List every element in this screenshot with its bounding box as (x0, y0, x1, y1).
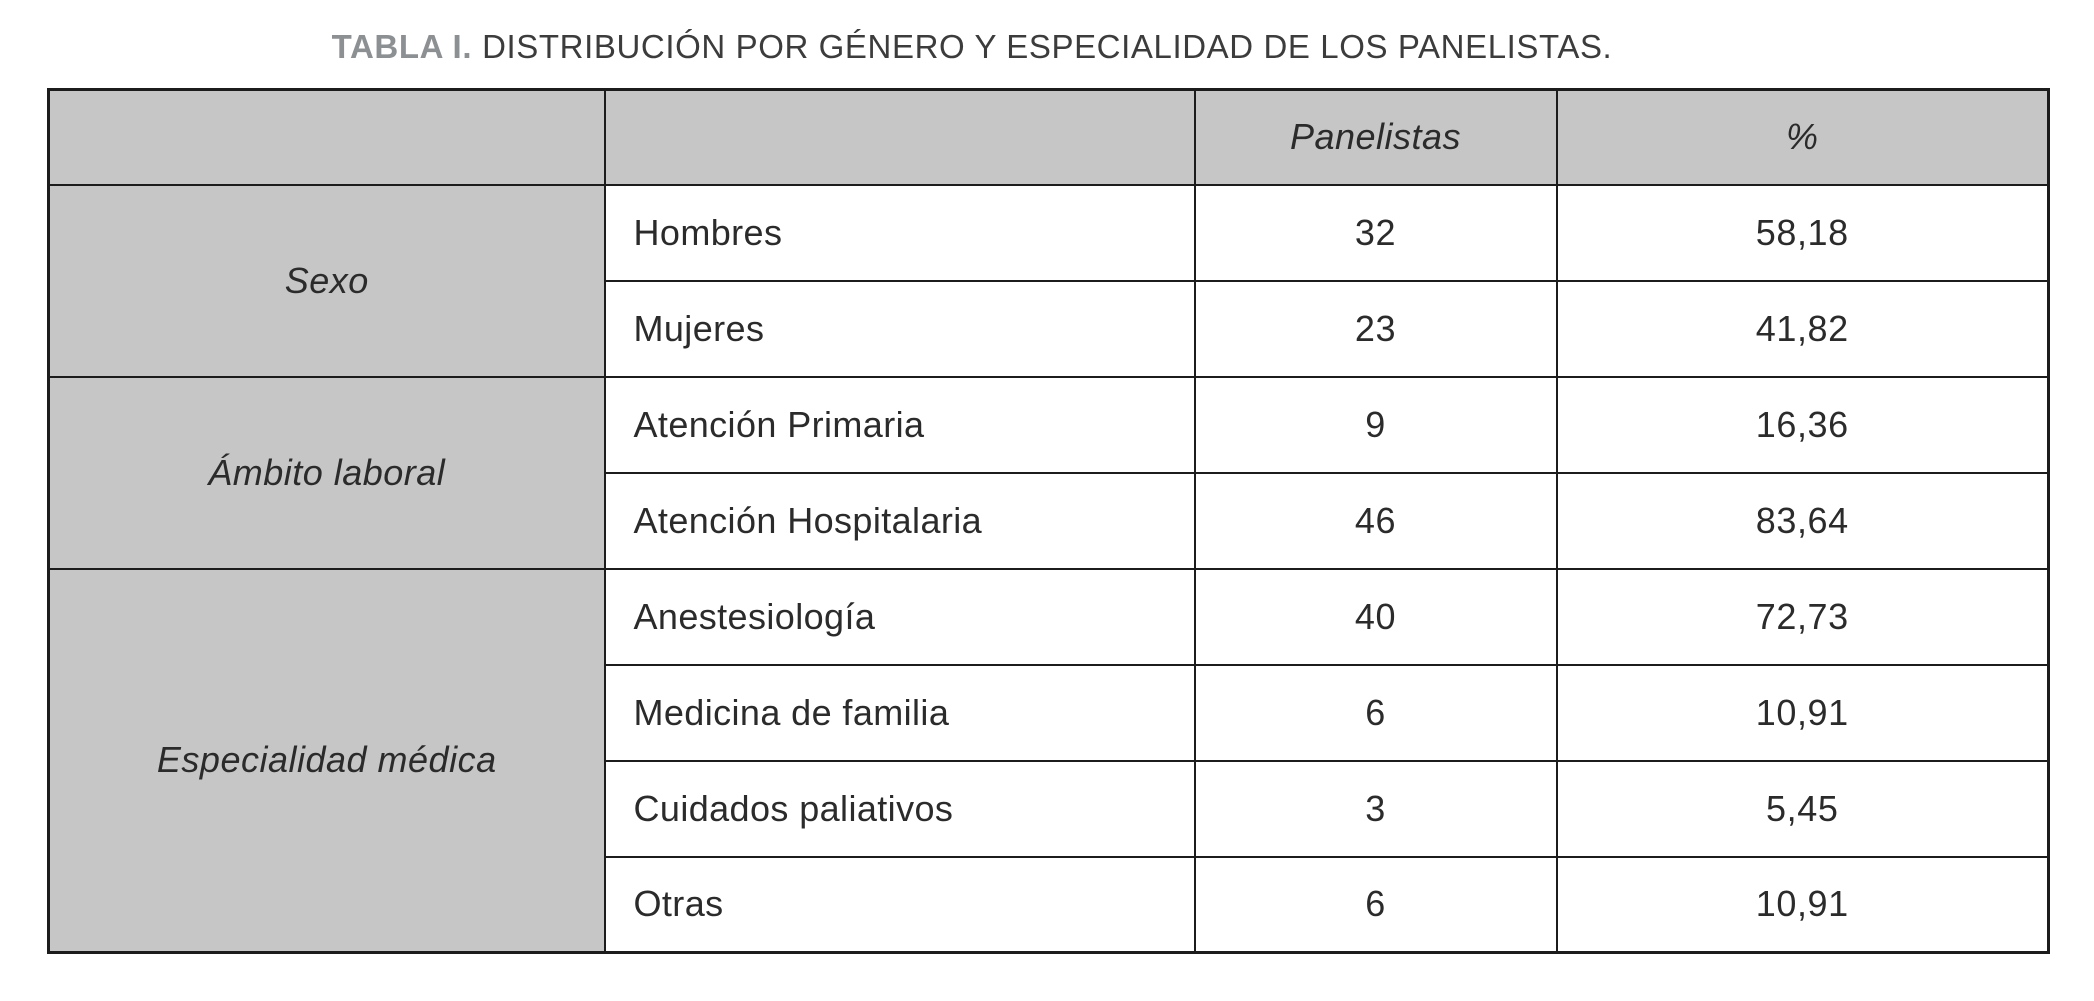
table-row-atencion-primaria: Ámbito laboral Atención Primaria 9 16,36 (47, 375, 2050, 570)
row-percent: 41,82 (1555, 279, 2050, 378)
panelists-table: Panelistas % Sexo Hombres 32 58,18 Mujer… (47, 88, 2050, 954)
row-label: Anestesiología (603, 567, 1196, 666)
row-panelistas: 46 (1193, 471, 1558, 570)
row-panelistas: 9 (1193, 375, 1558, 474)
row-percent: 83,64 (1555, 471, 2050, 570)
row-percent: 72,73 (1555, 567, 2050, 666)
row-label: Otras (603, 855, 1196, 954)
table-caption-label: TABLA I. (331, 28, 473, 65)
row-panelistas: 6 (1193, 855, 1558, 954)
table-row-medicina-de-familia: Medicina de familia 6 10,91 (49, 663, 2050, 762)
row-percent: 16,36 (1555, 375, 2050, 474)
header-cell-empty-2 (603, 88, 1196, 186)
table-row-hombres: Sexo Hombres 32 58,18 (47, 183, 2050, 378)
header-cell-panelistas: Panelistas (1193, 88, 1558, 186)
row-panelistas: 23 (1193, 279, 1558, 378)
category-cell-especialidad-medica: Especialidad médica (47, 567, 606, 954)
row-label: Mujeres (603, 279, 1196, 378)
row-percent: 5,45 (1555, 759, 2050, 858)
category-cell-sexo: Sexo (47, 183, 606, 378)
table-row-atencion-hospitalaria: Atención Hospitalaria 46 83,64 (49, 471, 2050, 570)
table-caption: TABLA I. DISTRIBUCIÓN POR GÉNERO Y ESPECI… (47, 28, 1897, 66)
table-row-mujeres: Mujeres 23 41,82 (49, 279, 2050, 378)
table-row-cuidados-paliativos: Cuidados paliativos 3 5,45 (49, 759, 2050, 858)
row-label: Hombres (603, 183, 1196, 282)
row-label: Atención Primaria (603, 375, 1196, 474)
row-panelistas: 40 (1193, 567, 1558, 666)
row-panelistas: 32 (1193, 183, 1558, 282)
row-percent: 58,18 (1555, 183, 2050, 282)
row-label: Cuidados paliativos (603, 759, 1196, 858)
table-caption-text: DISTRIBUCIÓN POR GÉNERO Y ESPECIALIDAD D… (482, 28, 1613, 65)
header-cell-percent: % (1555, 88, 2050, 186)
row-percent: 10,91 (1555, 663, 2050, 762)
table-row-anestesiologia: Especialidad médica Anestesiología 40 72… (47, 567, 2050, 954)
row-percent: 10,91 (1555, 855, 2050, 954)
row-panelistas: 6 (1193, 663, 1558, 762)
row-panelistas: 3 (1193, 759, 1558, 858)
header-row: Panelistas % (47, 88, 2050, 186)
table-row-otras: Otras 6 10,91 (49, 855, 2050, 954)
header-cell-empty-1 (47, 88, 606, 186)
row-label: Atención Hospitalaria (603, 471, 1196, 570)
row-label: Medicina de familia (603, 663, 1196, 762)
category-cell-ambito-laboral: Ámbito laboral (47, 375, 606, 570)
